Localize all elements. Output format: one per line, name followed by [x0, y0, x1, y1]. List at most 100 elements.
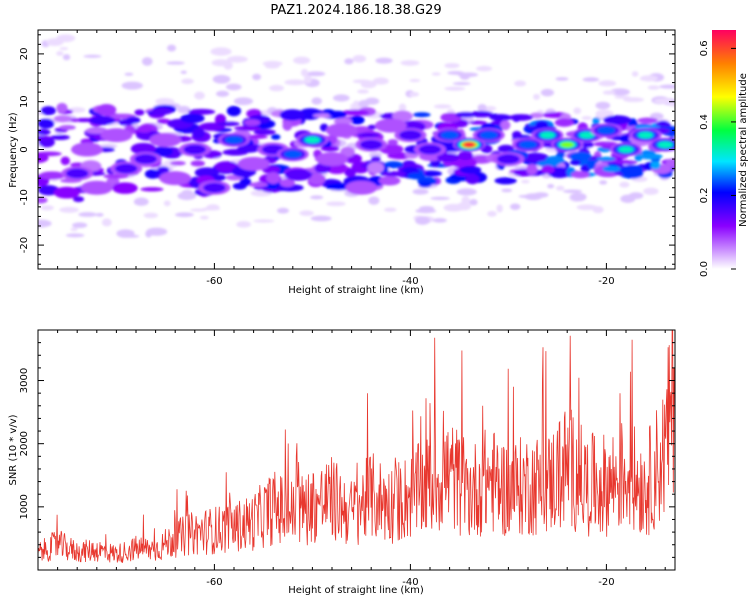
spectrogram-cell: [282, 120, 293, 131]
colorbar-ticks: 0.0 0.2 0.4 0.6: [699, 40, 736, 277]
x-tick-label: -60: [206, 577, 222, 588]
snr-ylabel: SNR (10 * v/v): [8, 414, 19, 485]
spectrogram-haze: [332, 94, 350, 102]
spectrogram-haze: [595, 109, 614, 119]
spectrogram-cell: [325, 182, 352, 191]
spectrogram-haze: [78, 212, 97, 217]
spectrogram-peak: [71, 142, 103, 157]
spectrogram-haze: [326, 201, 346, 207]
spectrogram-haze: [647, 85, 660, 90]
spectrogram-haze: [269, 84, 285, 92]
spectrogram-cell: [370, 156, 381, 162]
spectrogram-haze: [70, 227, 78, 232]
spectrogram-haze: [180, 70, 187, 74]
spectrogram-haze: [206, 204, 220, 211]
spectrogram-cell: [469, 120, 487, 125]
spectrogram-cell: [56, 102, 68, 114]
spectrogram-haze: [452, 81, 471, 86]
spectrogram-haze: [277, 207, 289, 214]
spectrogram-peak: [80, 180, 113, 195]
spectrogram-haze: [619, 181, 630, 188]
spectrogram-peak: [519, 140, 537, 149]
spectrogram-peak: [225, 135, 243, 144]
spectrogram-haze: [133, 197, 149, 206]
y-tick-label: -20: [19, 237, 30, 253]
spectrogram-cell: [248, 182, 268, 188]
spectrogram-cell: [125, 116, 141, 124]
spectrogram-haze: [358, 100, 370, 108]
spectrogram-cell: [156, 118, 171, 124]
spectrogram-cell: [412, 112, 431, 118]
spectrogram-peak: [325, 123, 358, 138]
spectrogram-haze: [212, 74, 231, 84]
spectrogram-haze: [368, 152, 383, 158]
spectrogram-cell: [307, 173, 326, 185]
spectrogram-cell: [192, 127, 205, 139]
spectrogram-haze: [659, 84, 675, 89]
spectrogram-image: [38, 34, 675, 238]
spectrogram-cell: [190, 160, 205, 167]
spectrogram-cell: [344, 168, 356, 178]
spectrogram-cell: [603, 115, 632, 125]
snr-xlabel: Height of straight line (km): [288, 585, 424, 596]
spectrogram-cell: [535, 120, 549, 128]
spectrogram-cell: [38, 118, 55, 129]
snr-panel: -60 -40 -20 1000 2000 3000 Height of straight…: [8, 329, 676, 596]
spectrogram-haze: [433, 104, 452, 109]
spectrogram-cell: [170, 161, 186, 166]
spectrogram-cell: [455, 112, 477, 118]
spectrogram-haze: [310, 195, 324, 200]
spectrogram-haze: [599, 180, 608, 185]
spectrogram-cell: [157, 166, 170, 174]
spectrogram-cell: [38, 152, 49, 164]
spectrogram-cell: [554, 118, 574, 127]
spectrogram-cell: [152, 146, 173, 157]
colorbar-gradient: [712, 30, 736, 269]
spectrogram-haze: [570, 192, 587, 202]
spectrogram-cell: [217, 121, 240, 127]
spectrogram-cell: [367, 161, 385, 174]
spectrogram-haze: [563, 189, 583, 194]
spectrogram-haze: [62, 54, 71, 61]
spectrogram-haze: [484, 106, 497, 111]
spectrogram-haze: [654, 98, 673, 104]
spectrogram-cell: [526, 163, 538, 175]
spectrogram-cell: [136, 125, 153, 133]
x-tick-label: -20: [598, 577, 614, 588]
spectrogram-haze: [431, 72, 441, 76]
spectrogram-cell: [232, 182, 247, 190]
spectrogram-cell: [341, 109, 370, 116]
spectrogram-haze: [146, 227, 168, 236]
spectrogram-haze: [65, 233, 85, 238]
spectrogram-haze: [38, 219, 52, 228]
spectrogram-cell: [511, 131, 522, 139]
spectrogram-cell: [237, 144, 261, 153]
spectrogram-haze: [412, 188, 429, 195]
spectrogram-cell: [279, 109, 306, 121]
y-tick-label: 3000: [19, 368, 30, 393]
spectrogram-haze: [167, 44, 177, 52]
spectrogram-cell: [378, 176, 401, 186]
spectrogram-haze: [415, 208, 437, 214]
spectrogram-haze: [236, 221, 251, 228]
spectrogram-cell: [637, 117, 658, 124]
spectrogram-peak: [638, 131, 654, 139]
spectrogram-cell: [384, 161, 404, 169]
spectrogram-haze: [368, 196, 380, 205]
spectrogram-peak: [359, 139, 383, 150]
spectrogram-cell: [213, 174, 226, 181]
spectrogram-cell: [541, 165, 555, 174]
spectrogram-haze: [116, 229, 135, 238]
spectrogram-cell: [500, 120, 511, 131]
spectrogram-haze: [614, 95, 631, 99]
spectrogram-haze: [352, 54, 367, 63]
spectrogram-haze: [284, 79, 306, 86]
spectrogram-haze: [372, 77, 389, 85]
spectrogram-cell: [349, 115, 365, 125]
spectrogram-cell: [381, 171, 407, 177]
spectrogram-peak: [597, 126, 616, 135]
spectrogram-haze: [265, 64, 280, 69]
spectrogram-peak: [65, 168, 89, 179]
spectrogram-haze: [344, 58, 354, 65]
